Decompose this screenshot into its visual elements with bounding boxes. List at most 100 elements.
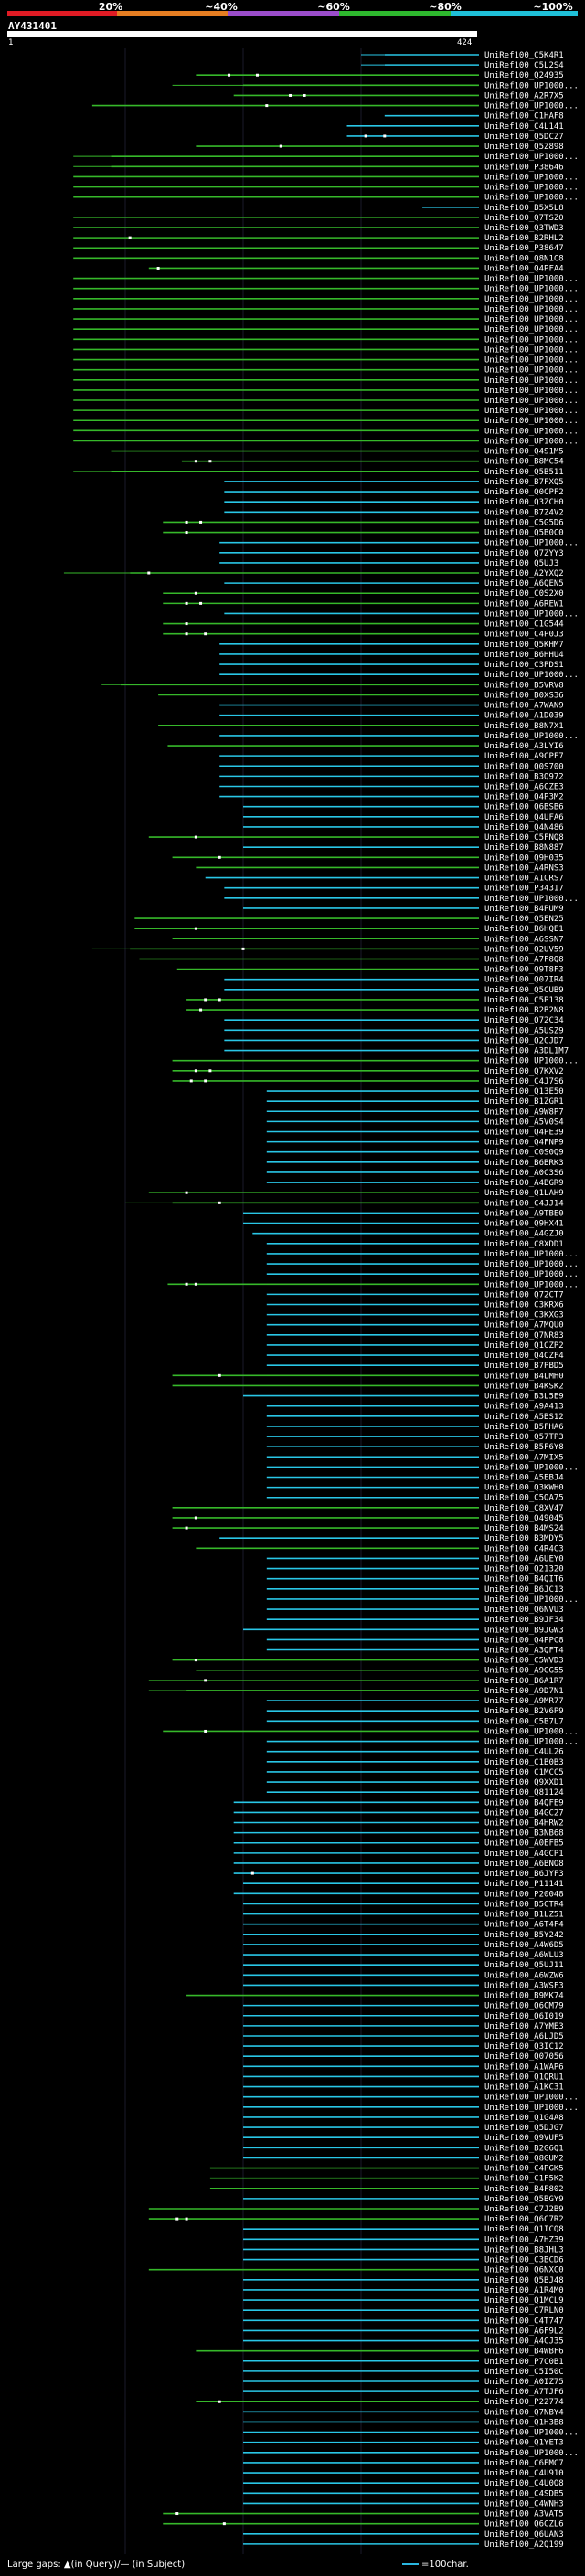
hit-label[interactable]: UniRef100_Q24935 bbox=[484, 71, 564, 80]
hit-label[interactable]: UniRef100_A6F9L2 bbox=[484, 2327, 564, 2336]
hit-label[interactable]: UniRef100_A0IZ75 bbox=[484, 2378, 564, 2387]
hit-label[interactable]: UniRef100_Q07IR4 bbox=[484, 976, 564, 985]
hit-label[interactable]: UniRef100_Q07056 bbox=[484, 2052, 564, 2062]
hit-label[interactable]: UniRef100_C4UL26 bbox=[484, 1748, 564, 1757]
hit-label[interactable]: UniRef100_UP1000... bbox=[484, 345, 579, 355]
hit-label[interactable]: UniRef100_A9CPF7 bbox=[484, 752, 564, 761]
hit-label[interactable]: UniRef100_A6BNO8 bbox=[484, 1860, 564, 1869]
hit-label[interactable]: UniRef100_Q5CUB9 bbox=[484, 986, 564, 995]
hit-label[interactable]: UniRef100_C4L141 bbox=[484, 122, 564, 132]
hit-label[interactable]: UniRef100_UP1000... bbox=[484, 397, 579, 406]
hit-label[interactable]: UniRef100_UP1000... bbox=[484, 437, 579, 446]
hit-label[interactable]: UniRef100_A6REW1 bbox=[484, 599, 564, 609]
hit-label[interactable]: UniRef100_Q72C34 bbox=[484, 1016, 564, 1025]
hit-label[interactable]: UniRef100_A4GZJ0 bbox=[484, 1230, 564, 1239]
hit-label[interactable]: UniRef100_UP1000... bbox=[484, 325, 579, 334]
hit-label[interactable]: UniRef100_P20048 bbox=[484, 1890, 564, 1899]
hit-label[interactable]: UniRef100_A0C3S6 bbox=[484, 1169, 564, 1178]
hit-label[interactable]: UniRef100_B9MK74 bbox=[484, 1992, 564, 2001]
hit-label[interactable]: UniRef100_Q6NXC0 bbox=[484, 2266, 564, 2275]
hit-label[interactable]: UniRef100_A4W6D5 bbox=[484, 1941, 564, 1950]
hit-label[interactable]: UniRef100_A3QFT4 bbox=[484, 1647, 564, 1656]
hit-label[interactable]: UniRef100_Q5B511 bbox=[484, 468, 564, 477]
hit-label[interactable]: UniRef100_A7F8Q8 bbox=[484, 955, 564, 964]
hit-label[interactable]: UniRef100_Q5DCZ7 bbox=[484, 133, 564, 142]
hit-label[interactable]: UniRef100_A1R4M0 bbox=[484, 2286, 564, 2295]
hit-label[interactable]: UniRef100_A6LJD5 bbox=[484, 2032, 564, 2041]
hit-label[interactable]: UniRef100_Q9VUF5 bbox=[484, 2134, 564, 2143]
hit-label[interactable]: UniRef100_UP1000... bbox=[484, 1463, 579, 1472]
hit-label[interactable]: UniRef100_B5F6Y8 bbox=[484, 1443, 564, 1452]
hit-label[interactable]: UniRef100_A7MIX5 bbox=[484, 1453, 564, 1462]
hit-label[interactable]: UniRef100_B4KSK2 bbox=[484, 1382, 564, 1391]
hit-label[interactable]: UniRef100_Q6I019 bbox=[484, 2012, 564, 2021]
hit-label[interactable]: UniRef100_UP1000... bbox=[484, 194, 579, 203]
hit-label[interactable]: UniRef100_C4WNH3 bbox=[484, 2499, 564, 2508]
hit-label[interactable]: UniRef100_A6SSN7 bbox=[484, 935, 564, 944]
hit-label[interactable]: UniRef100_UP1000... bbox=[484, 1260, 579, 1269]
hit-label[interactable]: UniRef100_C0S0Q9 bbox=[484, 1149, 564, 1158]
hit-label[interactable]: UniRef100_A6T4F4 bbox=[484, 1921, 564, 1930]
hit-label[interactable]: UniRef100_Q13E50 bbox=[484, 1087, 564, 1097]
hit-label[interactable]: UniRef100_B3NB68 bbox=[484, 1829, 564, 1839]
hit-label[interactable]: UniRef100_C4JJ14 bbox=[484, 1199, 564, 1208]
hit-label[interactable]: UniRef100_UP1000... bbox=[484, 356, 579, 366]
hit-label[interactable]: UniRef100_Q1YET3 bbox=[484, 2439, 564, 2448]
hit-label[interactable]: UniRef100_C4U0Q8 bbox=[484, 2479, 564, 2488]
hit-label[interactable]: UniRef100_A6WZW6 bbox=[484, 1971, 564, 1980]
hit-label[interactable]: UniRef100_Q9HX41 bbox=[484, 1220, 564, 1229]
hit-label[interactable]: UniRef100_B8MC54 bbox=[484, 458, 564, 467]
hit-label[interactable]: UniRef100_Q4CZF4 bbox=[484, 1352, 564, 1361]
hit-label[interactable]: UniRef100_C1G544 bbox=[484, 620, 564, 630]
hit-label[interactable]: UniRef100_UP1000... bbox=[484, 1270, 579, 1279]
hit-label[interactable]: UniRef100_B7PBD5 bbox=[484, 1362, 564, 1371]
hit-label[interactable]: UniRef100_Q7TSZ0 bbox=[484, 214, 564, 223]
hit-label[interactable]: UniRef100_Q4UFA6 bbox=[484, 813, 564, 822]
hit-label[interactable]: UniRef100_B0XS36 bbox=[484, 691, 564, 700]
hit-label[interactable]: UniRef100_Q72CT7 bbox=[484, 1290, 564, 1299]
hit-label[interactable]: UniRef100_Q4PFA4 bbox=[484, 264, 564, 273]
hit-label[interactable]: UniRef100_Q4FNP9 bbox=[484, 1139, 564, 1148]
hit-label[interactable]: UniRef100_Q57TP3 bbox=[484, 1433, 564, 1442]
hit-label[interactable]: UniRef100_B2V6P9 bbox=[484, 1707, 564, 1716]
hit-label[interactable]: UniRef100_B5FHA6 bbox=[484, 1423, 564, 1432]
hit-label[interactable]: UniRef100_UP1000... bbox=[484, 2429, 579, 2438]
hit-label[interactable]: UniRef100_C3PDS1 bbox=[484, 661, 564, 670]
hit-label[interactable]: UniRef100_P22774 bbox=[484, 2398, 564, 2407]
hit-label[interactable]: UniRef100_C1B0B3 bbox=[484, 1758, 564, 1767]
hit-label[interactable]: UniRef100_Q5B0C0 bbox=[484, 529, 564, 538]
hit-label[interactable]: UniRef100_Q9T8F3 bbox=[484, 966, 564, 975]
hit-label[interactable]: UniRef100_Q5UJ3 bbox=[484, 559, 558, 568]
hit-label[interactable]: UniRef100_A3DL1M7 bbox=[484, 1047, 569, 1056]
hit-label[interactable]: UniRef100_C5L2S4 bbox=[484, 61, 564, 70]
hit-label[interactable]: UniRef100_C3BCD6 bbox=[484, 2256, 564, 2265]
hit-label[interactable]: UniRef100_A2Q199 bbox=[484, 2540, 564, 2549]
hit-label[interactable]: UniRef100_A3LYI6 bbox=[484, 742, 564, 751]
hit-label[interactable]: UniRef100_B2RHL2 bbox=[484, 234, 564, 243]
hit-label[interactable]: UniRef100_A9GG55 bbox=[484, 1667, 564, 1676]
hit-label[interactable]: UniRef100_UP1000... bbox=[484, 376, 579, 386]
hit-label[interactable]: UniRef100_B4F802 bbox=[484, 2185, 564, 2194]
hit-label[interactable]: UniRef100_A1WAP6 bbox=[484, 2062, 564, 2072]
hit-label[interactable]: UniRef100_A6WLU3 bbox=[484, 1951, 564, 1960]
hit-label[interactable]: UniRef100_B4HRW2 bbox=[484, 1819, 564, 1829]
hit-label[interactable]: UniRef100_A6UEY0 bbox=[484, 1554, 564, 1564]
hit-label[interactable]: UniRef100_P11141 bbox=[484, 1880, 564, 1889]
hit-label[interactable]: UniRef100_Q6CZL6 bbox=[484, 2520, 564, 2529]
hit-label[interactable]: UniRef100_B2G6Q1 bbox=[484, 2144, 564, 2153]
hit-label[interactable]: UniRef100_B4QIT6 bbox=[484, 1575, 564, 1585]
hit-label[interactable]: UniRef100_A3WSF3 bbox=[484, 1981, 564, 1990]
hit-label[interactable]: UniRef100_B1ZGR1 bbox=[484, 1097, 564, 1107]
hit-label[interactable]: UniRef100_UP1000... bbox=[484, 2094, 579, 2103]
hit-label[interactable]: UniRef100_UP1000... bbox=[484, 1057, 579, 1066]
hit-label[interactable]: UniRef100_Q3KWH0 bbox=[484, 1484, 564, 1493]
hit-label[interactable]: UniRef100_B8JHL3 bbox=[484, 2245, 564, 2254]
hit-label[interactable]: UniRef100_C5I50C bbox=[484, 2368, 564, 2377]
hit-label[interactable]: UniRef100_Q21320 bbox=[484, 1565, 564, 1574]
hit-label[interactable]: UniRef100_B5Y242 bbox=[484, 1931, 564, 1940]
hit-label[interactable]: UniRef100_Q6CM79 bbox=[484, 2002, 564, 2011]
hit-label[interactable]: UniRef100_UP1000... bbox=[484, 184, 579, 193]
hit-label[interactable]: UniRef100_C5P138 bbox=[484, 996, 564, 1005]
hit-label[interactable]: UniRef100_UP1000... bbox=[484, 102, 579, 111]
hit-label[interactable]: UniRef100_A4GCP1 bbox=[484, 1850, 564, 1859]
